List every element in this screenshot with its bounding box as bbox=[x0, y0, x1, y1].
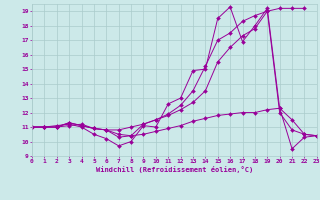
X-axis label: Windchill (Refroidissement éolien,°C): Windchill (Refroidissement éolien,°C) bbox=[96, 166, 253, 173]
